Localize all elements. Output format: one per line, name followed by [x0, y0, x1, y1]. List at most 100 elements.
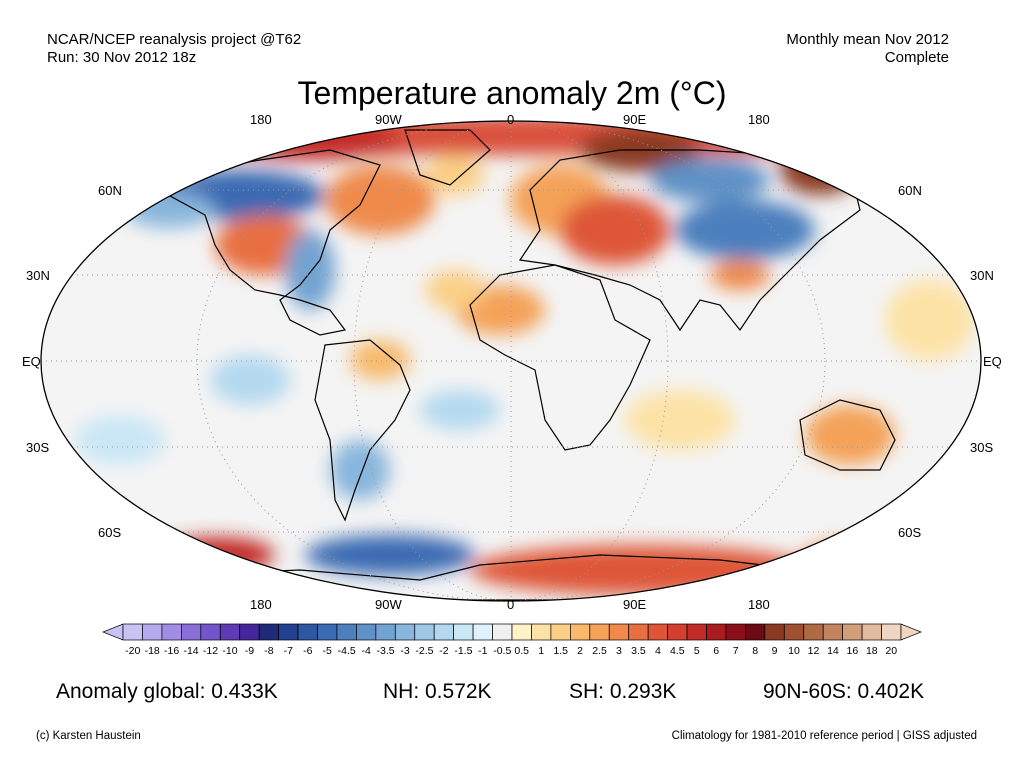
colorbar-tick-label: -2 — [439, 645, 448, 657]
anomaly-field — [41, 121, 981, 601]
colorbar-swatch — [492, 623, 513, 641]
colorbar-swatch — [764, 623, 785, 641]
colorbar-swatch — [569, 623, 591, 641]
colorbar-swatch — [686, 623, 707, 641]
status-label: Complete — [884, 49, 949, 66]
colorbar-tick-label: 1.5 — [553, 645, 568, 657]
colorbar-swatch — [278, 623, 299, 641]
lon-label-0-bottom: 0 — [507, 597, 515, 612]
colorbar-tick-label: 16 — [847, 645, 859, 657]
colorbar-tick-label: -9 — [245, 645, 254, 657]
colorbar-tick-label: 0.5 — [514, 645, 529, 657]
colorbar-tick-label: 12 — [808, 645, 820, 657]
colorbar-swatch — [433, 623, 455, 641]
lon-label-180-top-right: 180 — [748, 112, 770, 127]
colorbar-swatch — [453, 623, 474, 641]
colorbar-swatch — [258, 623, 279, 641]
lon-label-180-bottom-right: 180 — [748, 597, 770, 612]
colorbar-swatch — [550, 623, 571, 641]
colorbar-tick-label: 10 — [788, 645, 800, 657]
colorbar-tick-label: -18 — [145, 645, 160, 657]
colorbar-swatch — [842, 623, 863, 641]
colorbar-tick-label: -4 — [361, 645, 370, 657]
colorbar-tick-label: 2.5 — [592, 645, 607, 657]
climatology-note: Climatology for 1981-2010 reference peri… — [671, 730, 977, 742]
colorbar-tick-label: 9 — [772, 645, 778, 657]
colorbar-swatch — [239, 623, 260, 641]
colorbar-tick-label: 4 — [655, 645, 661, 657]
colorbar-tick-label: -14 — [183, 645, 198, 657]
colorbar-swatch — [414, 623, 435, 641]
colorbar-tick-label: 1 — [538, 645, 544, 657]
colorbar-tick-label: 3.5 — [631, 645, 646, 657]
map-border — [40, 120, 982, 602]
lon-label-180-top: 180 — [250, 112, 272, 127]
colorbar-tick-label: 2 — [577, 645, 583, 657]
colorbar-swatch — [142, 623, 163, 641]
colorbar-tick-label: -3 — [400, 645, 409, 657]
colorbar-swatch — [881, 623, 902, 641]
colorbar-tick-label: 8 — [752, 645, 758, 657]
colorbar-swatch — [628, 623, 649, 641]
lon-label-90e-bottom: 90E — [623, 597, 647, 612]
colorbar-swatch — [647, 623, 668, 641]
lon-label-0-top: 0 — [507, 112, 515, 127]
lon-label-90w-top: 90W — [375, 112, 402, 127]
colorbar-tick-label: 14 — [827, 645, 839, 657]
lat-label-30n-right: 30N — [970, 268, 994, 283]
colorbar-tick-label: 18 — [866, 645, 878, 657]
colorbar-swatch — [725, 623, 746, 641]
colorbar-swatch — [511, 623, 532, 641]
lon-label-90w-bottom: 90W — [375, 597, 402, 612]
colorbar-max-arrow — [900, 623, 922, 641]
colorbar-tick-label: -5 — [323, 645, 332, 657]
colorbar-tick-label: -7 — [284, 645, 293, 657]
colorbar-swatch — [219, 623, 241, 641]
polar-anomaly-stat: 90N-60S: 0.402K — [763, 680, 925, 703]
sh-anomaly-stat: SH: 0.293K — [569, 680, 677, 703]
colorbar-swatch — [803, 623, 824, 641]
colorbar-tick-label: -2.5 — [415, 645, 433, 657]
lat-label-30s-left: 30S — [26, 440, 50, 455]
colorbar-tick-label: -16 — [164, 645, 179, 657]
colorbar-tick-label: 6 — [713, 645, 719, 657]
colorbar-swatch — [297, 623, 318, 641]
colorbar-tick-label: 7 — [733, 645, 739, 657]
colorbar: -20 -18 -16 -14 -12 -10 -9 -8 -7 -6 -5 -4.5 -4 -3.5 -3… — [102, 623, 922, 657]
lat-label-30n-left: 30N — [26, 268, 50, 283]
lat-label-eq-left: EQ — [22, 354, 41, 369]
model-source-label: NCAR/NCEP reanalysis project @T62 — [47, 31, 302, 48]
colorbar-swatch — [783, 623, 805, 641]
colorbar-swatch — [161, 623, 182, 641]
lat-label-eq-right: EQ — [983, 354, 1002, 369]
colorbar-min-arrow — [102, 623, 124, 641]
colorbar-tick-label: 3 — [616, 645, 622, 657]
lon-label-90e-top: 90E — [623, 112, 647, 127]
colorbar-swatch — [706, 623, 727, 641]
colorbar-tick-label: 20 — [885, 645, 897, 657]
colorbar-swatch — [472, 623, 493, 641]
graticule — [41, 121, 981, 601]
copyright-label: (c) Karsten Haustein — [36, 730, 141, 742]
colorbar-swatch — [589, 623, 610, 641]
colorbar-swatch — [122, 623, 143, 641]
colorbar-swatch — [822, 623, 844, 641]
colorbar-swatch — [375, 623, 396, 641]
colorbar-tick-label: -6 — [303, 645, 312, 657]
colorbar-swatch — [181, 623, 202, 641]
colorbar-swatch — [861, 623, 882, 641]
colorbar-tick-label: -8 — [264, 645, 273, 657]
colorbar-tick-label: -10 — [222, 645, 237, 657]
lat-label-60n-left: 60N — [98, 183, 122, 198]
colorbar-tick-label: 5 — [694, 645, 700, 657]
colorbar-tick-label: 4.5 — [670, 645, 685, 657]
lat-label-30s-right: 30S — [970, 440, 994, 455]
colorbar-swatch — [317, 623, 338, 641]
colorbar-tick-label: -0.5 — [493, 645, 511, 657]
period-label: Monthly mean Nov 2012 — [786, 31, 949, 48]
colorbar-tick-label: -1.5 — [454, 645, 472, 657]
colorbar-tick-label: -4.5 — [338, 645, 356, 657]
colorbar-swatch — [667, 623, 688, 641]
run-date-label: Run: 30 Nov 2012 18z — [47, 49, 197, 66]
